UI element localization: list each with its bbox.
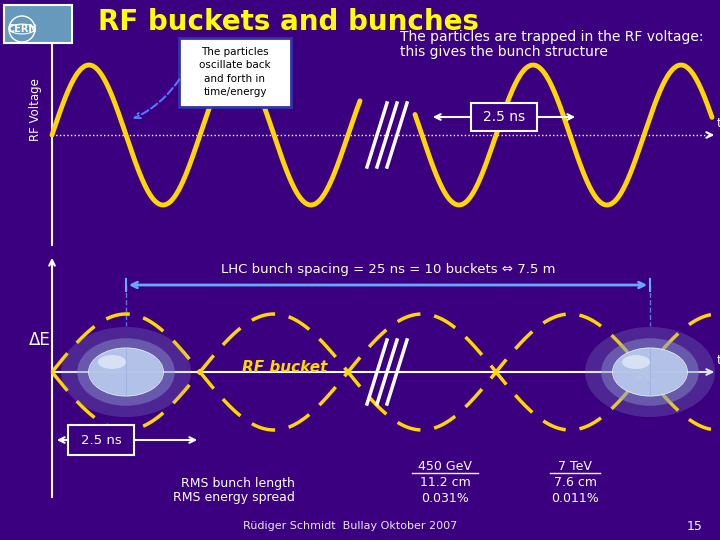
Text: RF buckets and bunches: RF buckets and bunches bbox=[98, 8, 479, 36]
Ellipse shape bbox=[77, 338, 175, 406]
Ellipse shape bbox=[613, 348, 688, 396]
Text: CERN: CERN bbox=[7, 24, 37, 34]
FancyBboxPatch shape bbox=[4, 5, 72, 43]
Ellipse shape bbox=[622, 355, 650, 369]
Text: RMS bunch length: RMS bunch length bbox=[181, 476, 295, 489]
Text: this gives the bunch structure: this gives the bunch structure bbox=[400, 45, 608, 59]
Text: The particles are trapped in the RF voltage:: The particles are trapped in the RF volt… bbox=[400, 30, 703, 44]
Text: LHC bunch spacing = 25 ns = 10 buckets ⇔ 7.5 m: LHC bunch spacing = 25 ns = 10 buckets ⇔… bbox=[221, 263, 555, 276]
Text: 7.6 cm: 7.6 cm bbox=[554, 476, 596, 489]
Text: 0.011%: 0.011% bbox=[551, 491, 599, 504]
Text: 7 TeV: 7 TeV bbox=[558, 460, 592, 472]
Ellipse shape bbox=[614, 347, 685, 397]
Text: RF bucket: RF bucket bbox=[243, 360, 328, 375]
Text: RMS energy spread: RMS energy spread bbox=[173, 491, 295, 504]
Text: RF Voltage: RF Voltage bbox=[29, 78, 42, 141]
Ellipse shape bbox=[601, 338, 698, 406]
Text: 11.2 cm: 11.2 cm bbox=[420, 476, 470, 489]
Text: 450 GeV: 450 GeV bbox=[418, 460, 472, 472]
FancyBboxPatch shape bbox=[471, 103, 537, 131]
Text: ΔE: ΔE bbox=[29, 331, 51, 349]
Text: 0.031%: 0.031% bbox=[421, 491, 469, 504]
Text: 2.5 ns: 2.5 ns bbox=[483, 110, 525, 124]
Ellipse shape bbox=[61, 327, 191, 417]
FancyBboxPatch shape bbox=[68, 425, 134, 455]
Text: The particles
oscillate back
and forth in
time/energy: The particles oscillate back and forth i… bbox=[199, 47, 271, 97]
Ellipse shape bbox=[98, 355, 126, 369]
Ellipse shape bbox=[89, 348, 163, 396]
Text: time: time bbox=[717, 354, 720, 367]
Text: time: time bbox=[717, 117, 720, 130]
Text: 2.5 ns: 2.5 ns bbox=[81, 434, 122, 447]
Ellipse shape bbox=[585, 327, 715, 417]
Text: 15: 15 bbox=[687, 519, 703, 532]
Ellipse shape bbox=[90, 347, 162, 397]
FancyBboxPatch shape bbox=[179, 37, 291, 106]
Text: Rüdiger Schmidt  Bullay Oktober 2007: Rüdiger Schmidt Bullay Oktober 2007 bbox=[243, 521, 457, 531]
